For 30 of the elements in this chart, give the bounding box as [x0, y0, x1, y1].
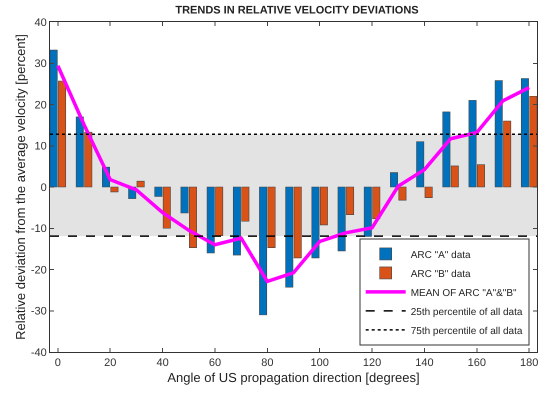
legend-label: ARC "A" data: [410, 250, 472, 261]
x-tick-label: 140: [415, 357, 434, 370]
x-tick-label: 180: [520, 357, 538, 370]
legend-label: ARC "B" data: [410, 268, 472, 280]
y-axis-title: Relative deviation from the average velocity [percent]: [12, 34, 28, 340]
y-tick-label: -10: [30, 223, 47, 236]
chart-title: TRENDS IN RELATIVE VELOCITY DEVIATIONS: [175, 4, 419, 17]
legend-label: MEAN OF ARC "A"&"B": [410, 288, 518, 299]
bar: [390, 172, 398, 188]
x-tick-label: 120: [362, 357, 382, 370]
y-tick-label: -40: [30, 346, 47, 359]
legend-label: 75th percentile of all data: [410, 326, 523, 337]
bar: [398, 186, 406, 200]
y-tick-label: 40: [34, 16, 47, 29]
x-tick-label: 20: [104, 357, 116, 370]
y-tick-label: 20: [34, 99, 47, 112]
x-axis-title: Angle of US propagation direction [degrees]: [167, 370, 420, 385]
x-tick-label: 160: [468, 357, 486, 370]
y-tick-label: 10: [34, 140, 47, 153]
x-tick-label: 60: [208, 357, 222, 370]
x-tick-label: 100: [310, 357, 329, 370]
line-series: [56, 64, 531, 284]
y-tick-label: -30: [30, 306, 47, 318]
y-tick-label: -20: [30, 264, 47, 276]
x-tick-label: 0: [54, 357, 61, 370]
x-tick-label: 40: [156, 357, 169, 370]
y-tick-label: 30: [34, 58, 47, 70]
legend-label: 25th percentile of all data: [410, 306, 523, 318]
x-tick-label: 80: [261, 357, 274, 370]
y-tick-label: 0: [40, 182, 47, 194]
